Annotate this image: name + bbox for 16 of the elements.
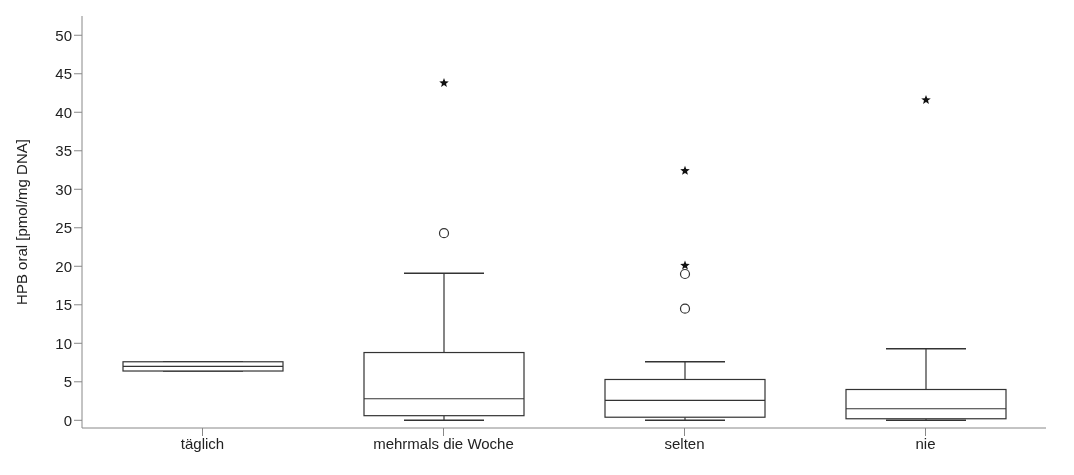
y-tick-label: 10 <box>55 334 72 352</box>
y-axis-title: HPB oral [pmol/mg DNA] <box>13 139 31 305</box>
y-tick-label: 40 <box>55 103 72 121</box>
y-tick-label: 45 <box>55 65 72 83</box>
x-tick-label: täglich <box>180 434 225 452</box>
y-tick-label: 35 <box>55 142 72 160</box>
x-tick-label: selten <box>664 434 705 452</box>
y-tick-label: 25 <box>55 219 72 237</box>
x-tick-label: mehrmals die Woche <box>373 434 514 452</box>
y-tick-label: 20 <box>55 257 72 275</box>
y-tick-label: 5 <box>63 373 72 391</box>
y-tick-label: 15 <box>55 296 72 314</box>
y-tick-label: 0 <box>63 411 72 429</box>
y-tick-label: 30 <box>55 180 72 198</box>
y-tick-label: 50 <box>55 26 72 44</box>
x-tick-label: nie <box>915 434 936 452</box>
